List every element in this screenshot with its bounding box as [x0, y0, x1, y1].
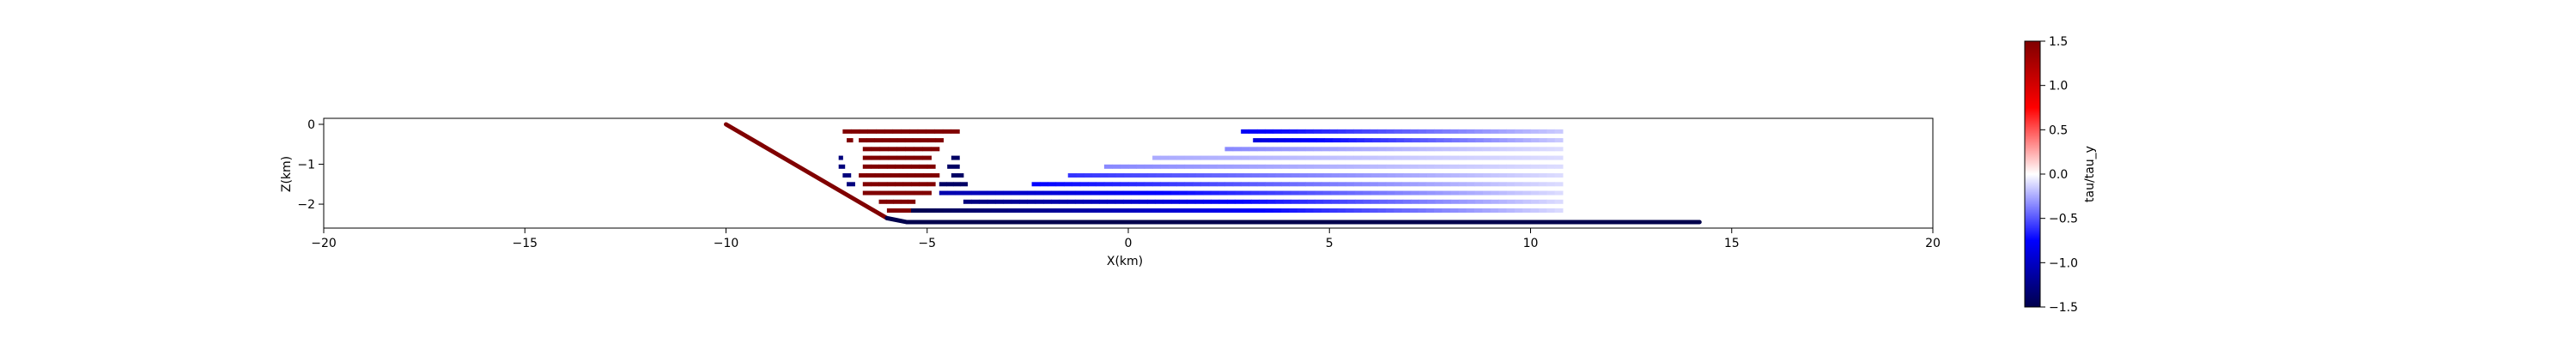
fault-segment-0 [724, 122, 890, 220]
colorbar-label: tau/tau_y [2083, 146, 2097, 202]
x-tick-label: −5 [918, 237, 936, 250]
colorbar-tick-label: 0.5 [2049, 123, 2068, 137]
x-tick-label: 15 [1724, 237, 1740, 250]
colorbar-tick-label: −0.5 [2049, 213, 2078, 226]
x-tick-label: −15 [512, 237, 538, 250]
colorbar-gradient [2024, 40, 2041, 308]
colorbar-tick-label: 1.0 [2049, 80, 2068, 93]
colorbar-ticks: 1.5 1.0 0.5 0.0 −0.5 −1.0 −1.5 [2040, 35, 2078, 315]
y-tick-label: 0 [307, 118, 315, 132]
fault-segment-1 [884, 215, 909, 225]
x-axis: −20 −15 −10 −5 0 5 10 15 20 [311, 228, 1941, 250]
y-axis: 0 −1 −2 [297, 118, 324, 212]
colorbar-tick-label: −1.5 [2049, 301, 2078, 315]
colorbar: 1.5 1.0 0.5 0.0 −0.5 −1.0 −1.5 tau/tau_y [2024, 35, 2097, 315]
x-tick-label: 5 [1326, 237, 1334, 250]
colorbar-tick-label: 0.0 [2049, 168, 2068, 182]
x-tick-label: −20 [311, 237, 337, 250]
x-tick-label: 20 [1925, 237, 1941, 250]
main-fault [724, 122, 1702, 225]
x-axis-label: X(km) [1107, 255, 1143, 268]
colorbar-tick-label: 1.5 [2049, 35, 2068, 49]
y-tick-label: −1 [297, 159, 315, 172]
x-tick-label: −10 [714, 237, 739, 250]
x-tick-label: 10 [1523, 237, 1539, 250]
y-axis-label: Z(km) [280, 156, 294, 192]
y-tick-label: −2 [297, 198, 315, 212]
layer-segments [838, 129, 1564, 214]
plot-area [724, 122, 1702, 225]
x-tick-label: 0 [1125, 237, 1133, 250]
colorbar-tick-label: −1.0 [2049, 256, 2078, 270]
